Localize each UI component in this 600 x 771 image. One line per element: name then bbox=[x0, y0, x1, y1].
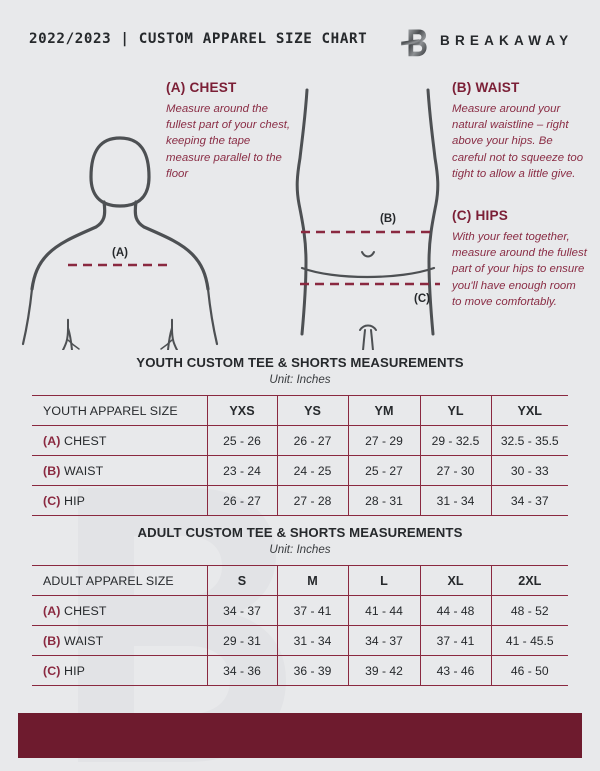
svg-text:(C): (C) bbox=[414, 293, 430, 305]
callout-hips: (C) HIPS With your feet together, measur… bbox=[452, 208, 588, 310]
table-row: (A) CHEST 25 - 26 26 - 27 27 - 29 29 - 32.5 3… bbox=[32, 425, 568, 456]
callout-chest-body: Measure around the fullest part of your … bbox=[166, 103, 291, 180]
callout-hips-heading: (C) HIPS bbox=[452, 208, 508, 223]
measurement-cell: 24 - 25 bbox=[277, 455, 349, 486]
measurement-cell: 44 - 48 bbox=[420, 595, 492, 626]
measurement-cell: 28 - 31 bbox=[348, 485, 421, 516]
body-measurement-diagram: (A) (B) (C) bbox=[21, 88, 440, 350]
adult-row-label: (A) CHEST bbox=[32, 595, 208, 626]
table-row: (C) HIP 26 - 27 27 - 28 28 - 31 31 - 34 34 - … bbox=[32, 485, 568, 516]
youth-column-header: YXL bbox=[491, 395, 568, 426]
table-row: (C) HIP 34 - 36 36 - 39 39 - 42 43 - 46 46 - … bbox=[32, 655, 568, 686]
measurement-cell: 41 - 44 bbox=[348, 595, 421, 626]
youth-column-header: YM bbox=[348, 395, 421, 426]
youth-size-column-label: YOUTH APPAREL SIZE bbox=[32, 395, 208, 426]
adult-table-unit: Unit: Inches bbox=[269, 543, 331, 556]
measurement-cell: 29 - 31 bbox=[207, 625, 278, 656]
measurement-cell: 26 - 27 bbox=[207, 485, 278, 516]
page-title: 2022/2023 | CUSTOM APPAREL SIZE CHART bbox=[29, 31, 368, 47]
measurement-cell: 31 - 34 bbox=[277, 625, 349, 656]
measurement-marker: (A) bbox=[43, 433, 61, 448]
measurement-cell: 39 - 42 bbox=[348, 655, 421, 686]
measurement-cell: 46 - 50 bbox=[491, 655, 568, 686]
measurement-cell: 32.5 - 35.5 bbox=[491, 425, 568, 456]
adult-size-column-label: ADULT APPAREL SIZE bbox=[32, 565, 208, 596]
svg-text:(B): (B) bbox=[380, 213, 396, 225]
youth-row-label: (B) WAIST bbox=[32, 455, 208, 486]
youth-row-label: (C) HIP bbox=[32, 485, 208, 516]
breakaway-b-logo-icon bbox=[401, 29, 427, 57]
adult-column-header: L bbox=[348, 565, 421, 596]
measurement-cell: 26 - 27 bbox=[277, 425, 349, 456]
callout-hips-body: With your feet together, measure around … bbox=[452, 231, 587, 308]
measurement-cell: 34 - 37 bbox=[207, 595, 278, 626]
callout-waist-body: Measure around your natural waistline – … bbox=[452, 103, 584, 180]
measurement-marker: (B) bbox=[43, 633, 61, 648]
table-row: (B) WAIST 23 - 24 24 - 25 25 - 27 27 - 30 30 … bbox=[32, 455, 568, 486]
measurement-cell: 48 - 52 bbox=[491, 595, 568, 626]
measurement-marker: (C) bbox=[43, 493, 61, 508]
measurement-cell: 23 - 24 bbox=[207, 455, 278, 486]
measurement-cell: 43 - 46 bbox=[420, 655, 492, 686]
callout-chest-heading: (A) CHEST bbox=[166, 80, 237, 95]
measurement-marker: (A) bbox=[43, 603, 61, 618]
callout-waist: (B) WAIST Measure around your natural wa… bbox=[452, 80, 584, 182]
adult-size-section: ADULT CUSTOM TEE & SHORTS MEASUREMENTS U… bbox=[32, 525, 568, 686]
measurement-cell: 37 - 41 bbox=[420, 625, 492, 656]
table-row: (A) CHEST 34 - 37 37 - 41 41 - 44 44 - 48 48 … bbox=[32, 595, 568, 626]
youth-size-table: YOUTH APPAREL SIZE YXS YS YM YL YXL (A) CHEST 2… bbox=[32, 395, 568, 516]
measurement-marker: (C) bbox=[43, 663, 61, 678]
adult-column-header: S bbox=[207, 565, 278, 596]
callout-chest: (A) CHEST Measure around the fullest par… bbox=[166, 80, 296, 182]
measurement-cell: 27 - 28 bbox=[277, 485, 349, 516]
youth-size-section: YOUTH CUSTOM TEE & SHORTS MEASUREMENTS U… bbox=[32, 355, 568, 516]
youth-column-header: YS bbox=[277, 395, 349, 426]
measurement-cell: 37 - 41 bbox=[277, 595, 349, 626]
svg-text:(A): (A) bbox=[112, 247, 128, 259]
table-row: (B) WAIST 29 - 31 31 - 34 34 - 37 37 - 41 41 … bbox=[32, 625, 568, 656]
measurement-cell: 27 - 29 bbox=[348, 425, 421, 456]
adult-column-header: XL bbox=[420, 565, 492, 596]
brand-name: BREAKAWAY bbox=[440, 33, 574, 48]
adult-column-header: M bbox=[277, 565, 349, 596]
youth-table-title: YOUTH CUSTOM TEE & SHORTS MEASUREMENTS bbox=[136, 355, 464, 370]
measurement-cell: 34 - 37 bbox=[491, 485, 568, 516]
measurement-cell: 36 - 39 bbox=[277, 655, 349, 686]
youth-header-row: YOUTH APPAREL SIZE YXS YS YM YL YXL bbox=[32, 395, 568, 426]
adult-header-row: ADULT APPAREL SIZE S M L XL 2XL bbox=[32, 565, 568, 596]
adult-table-title: ADULT CUSTOM TEE & SHORTS MEASUREMENTS bbox=[137, 525, 463, 540]
measurement-cell: 34 - 37 bbox=[348, 625, 421, 656]
youth-column-header: YL bbox=[420, 395, 492, 426]
measurement-cell: 31 - 34 bbox=[420, 485, 492, 516]
measurement-cell: 34 - 36 bbox=[207, 655, 278, 686]
measurement-marker: (B) bbox=[43, 463, 61, 478]
footer-bar bbox=[18, 713, 582, 758]
youth-column-header: YXS bbox=[207, 395, 278, 426]
measurement-cell: 25 - 27 bbox=[348, 455, 421, 486]
measurement-cell: 25 - 26 bbox=[207, 425, 278, 456]
callout-waist-heading: (B) WAIST bbox=[452, 80, 520, 95]
page-header: 2022/2023 | CUSTOM APPAREL SIZE CHART BR… bbox=[0, 0, 600, 72]
measurement-cell: 27 - 30 bbox=[420, 455, 492, 486]
adult-row-label: (B) WAIST bbox=[32, 625, 208, 656]
measurement-cell: 30 - 33 bbox=[491, 455, 568, 486]
measurement-cell: 41 - 45.5 bbox=[491, 625, 568, 656]
adult-column-header: 2XL bbox=[491, 565, 568, 596]
adult-row-label: (C) HIP bbox=[32, 655, 208, 686]
adult-size-table: ADULT APPAREL SIZE S M L XL 2XL (A) CHEST 34 - … bbox=[32, 565, 568, 686]
youth-row-label: (A) CHEST bbox=[32, 425, 208, 456]
youth-table-unit: Unit: Inches bbox=[269, 373, 331, 386]
measurement-cell: 29 - 32.5 bbox=[420, 425, 492, 456]
